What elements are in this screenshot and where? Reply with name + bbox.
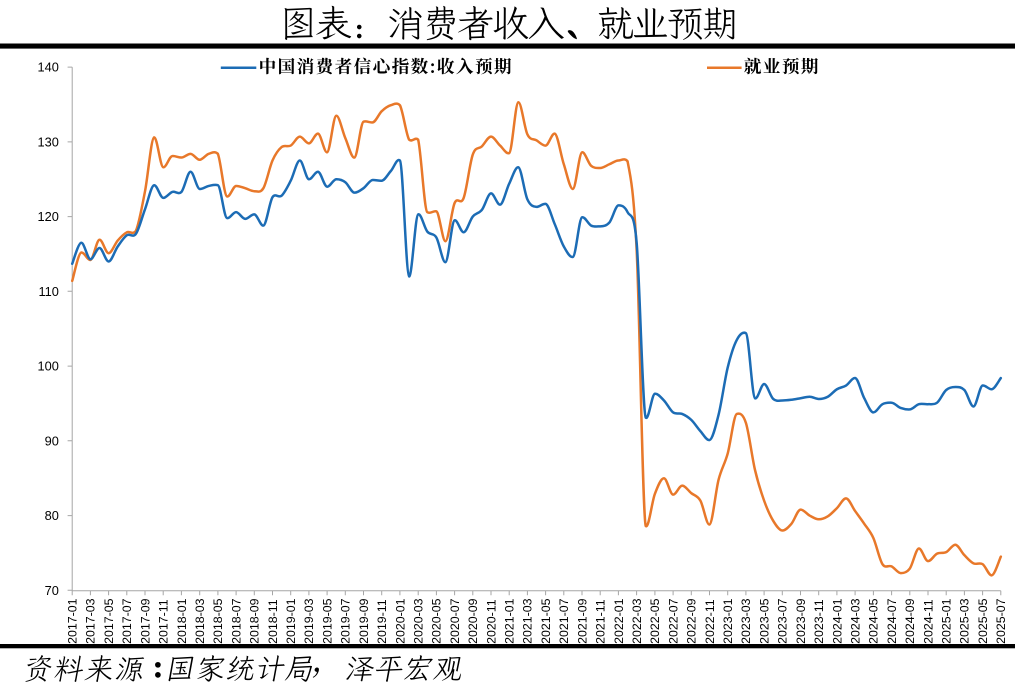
svg-text:2025-07: 2025-07: [994, 598, 1008, 644]
svg-text:2024-09: 2024-09: [903, 598, 917, 644]
svg-text:2020-07: 2020-07: [448, 598, 462, 644]
svg-text:120: 120: [38, 209, 59, 224]
svg-text:2018-03: 2018-03: [193, 598, 207, 644]
svg-text:2023-01: 2023-01: [721, 598, 735, 644]
svg-text:2019-03: 2019-03: [302, 598, 316, 644]
svg-text:2023-11: 2023-11: [812, 599, 826, 644]
svg-text:2024-11: 2024-11: [921, 599, 935, 644]
svg-text:90: 90: [45, 433, 59, 448]
svg-text:2024-05: 2024-05: [867, 598, 881, 644]
svg-text:2021-01: 2021-01: [502, 598, 516, 644]
svg-text:2022-05: 2022-05: [648, 598, 662, 644]
svg-text:2017-05: 2017-05: [102, 598, 116, 644]
svg-text:2019-01: 2019-01: [284, 598, 298, 644]
svg-text:2021-11: 2021-11: [594, 599, 608, 644]
svg-text:2017-09: 2017-09: [138, 598, 152, 644]
svg-text:2023-03: 2023-03: [739, 598, 753, 644]
svg-text:2023-05: 2023-05: [757, 598, 771, 644]
svg-text:2022-11: 2022-11: [703, 599, 717, 644]
svg-text:2018-01: 2018-01: [175, 598, 189, 644]
svg-text:2019-07: 2019-07: [339, 598, 353, 644]
svg-text:2018-09: 2018-09: [248, 598, 262, 644]
svg-text:100: 100: [38, 359, 59, 374]
svg-text:2018-07: 2018-07: [229, 598, 243, 644]
svg-text:2019-05: 2019-05: [320, 598, 334, 644]
svg-text:2022-07: 2022-07: [666, 598, 680, 644]
svg-text:2025-01: 2025-01: [939, 598, 953, 644]
svg-text:2017-11: 2017-11: [157, 599, 171, 644]
svg-text:2021-09: 2021-09: [575, 598, 589, 644]
svg-text:80: 80: [45, 508, 59, 523]
svg-text:130: 130: [38, 134, 59, 149]
svg-text:2017-01: 2017-01: [66, 598, 80, 644]
svg-text:2025-03: 2025-03: [958, 598, 972, 644]
svg-text:2023-07: 2023-07: [776, 598, 790, 644]
svg-text:2018-05: 2018-05: [211, 598, 225, 644]
svg-text:2024-07: 2024-07: [885, 598, 899, 644]
svg-text:2020-01: 2020-01: [393, 598, 407, 644]
svg-text:2019-11: 2019-11: [375, 599, 389, 644]
svg-text:2020-09: 2020-09: [466, 598, 480, 644]
svg-text:2019-09: 2019-09: [357, 598, 371, 644]
svg-text:2020-03: 2020-03: [411, 598, 425, 644]
svg-text:2017-03: 2017-03: [84, 598, 98, 644]
svg-text:2022-09: 2022-09: [685, 598, 699, 644]
svg-text:2020-11: 2020-11: [484, 599, 498, 644]
svg-text:2022-03: 2022-03: [630, 598, 644, 644]
svg-text:2022-01: 2022-01: [612, 598, 626, 644]
svg-text:2018-11: 2018-11: [266, 599, 280, 644]
svg-text:2023-09: 2023-09: [794, 598, 808, 644]
svg-text:2020-05: 2020-05: [430, 598, 444, 644]
svg-text:2024-01: 2024-01: [830, 598, 844, 644]
svg-text:110: 110: [38, 284, 58, 299]
svg-text:2025-05: 2025-05: [976, 598, 990, 644]
svg-text:70: 70: [45, 583, 59, 598]
svg-text:2021-05: 2021-05: [539, 598, 553, 644]
svg-text:140: 140: [38, 60, 59, 75]
svg-text:2017-07: 2017-07: [120, 598, 134, 644]
svg-text:2021-03: 2021-03: [521, 598, 535, 644]
svg-text:2024-03: 2024-03: [848, 598, 862, 644]
svg-text:2021-07: 2021-07: [557, 598, 571, 644]
